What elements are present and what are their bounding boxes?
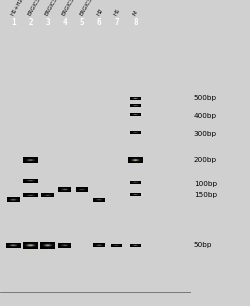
Text: 500bp: 500bp (193, 95, 216, 101)
Text: H1: H1 (112, 7, 121, 16)
Text: ERGIC3H2: ERGIC3H2 (44, 0, 62, 16)
Text: 4: 4 (62, 17, 67, 27)
Text: ERGIC3+H1: ERGIC3+H1 (61, 0, 82, 16)
Text: 5: 5 (80, 17, 84, 27)
Text: H2: H2 (96, 7, 104, 16)
Text: 2: 2 (28, 17, 33, 27)
Text: 8: 8 (132, 17, 137, 27)
Text: 150bp: 150bp (193, 192, 216, 198)
Text: 100bp: 100bp (193, 181, 216, 187)
Text: M: M (132, 10, 138, 16)
Text: 1: 1 (11, 17, 16, 27)
Text: 300bp: 300bp (193, 131, 216, 137)
Text: 6: 6 (96, 17, 101, 27)
Text: 7: 7 (114, 17, 118, 27)
Text: 400bp: 400bp (193, 113, 216, 119)
Text: 50bp: 50bp (193, 242, 212, 248)
Text: 200bp: 200bp (193, 157, 216, 163)
Text: ERGIC3+H1+H2: ERGIC3+H1+H2 (27, 0, 54, 16)
Text: 3: 3 (45, 17, 50, 27)
Text: H1+H2: H1+H2 (10, 0, 24, 16)
Text: ERGIC3: ERGIC3 (78, 0, 93, 16)
